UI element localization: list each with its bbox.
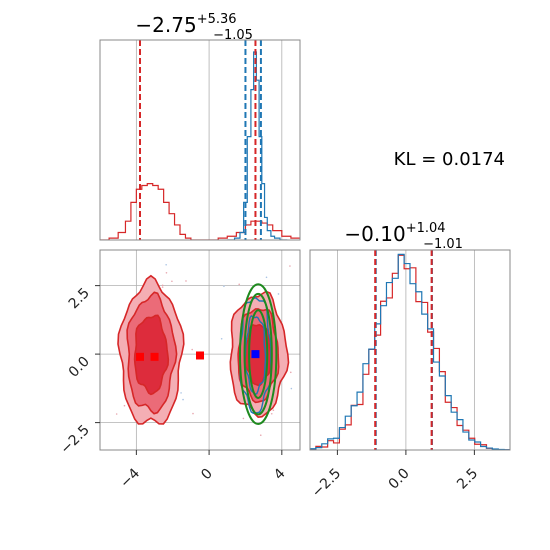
x-tick-label: −4 [117,465,143,491]
y-tick-label: 2.5 [66,285,93,312]
scatter-point [242,417,245,420]
scatter-point [238,283,240,286]
marginal-x-title-sup: +5.36 [197,12,237,27]
marginal-y-histograms [310,253,510,450]
marginal-y-title-main: −0.10 [344,222,405,246]
x-tick-label: 4 [271,465,289,483]
marginal-y-grid [336,250,475,450]
scatter-point [115,413,118,415]
scatter-point [165,263,167,266]
joint-frame [99,249,301,451]
scatter-point [161,286,164,288]
scatter-point [223,285,225,288]
scatter-point [123,404,126,407]
scatter-point [302,300,304,302]
marginal-x-panel: −2.75+5.36 −1.05 [99,12,301,241]
y-tick-label: −2.5 [57,422,92,457]
joint-panel: −4 0 4 2.5 0.0 −2.5 [57,249,304,491]
scatter-point [265,276,268,279]
scatter-point [270,412,273,415]
marginal-y-title: −0.10+1.04 −1.01 [344,221,462,252]
x-tick-label: 0.0 [386,466,413,493]
histogram-step-line [100,183,300,240]
histogram-step-line [310,254,510,450]
scatter-point [259,434,262,436]
x-tick-label: 2.5 [454,466,481,493]
scatter-point [290,387,293,390]
y-tick-label: 0.0 [66,354,93,381]
marginal-x-histograms [100,51,300,240]
marginal-x-frame [99,39,301,241]
scatter-point [180,392,182,394]
scatter-point [171,280,173,283]
green-ellipse [243,292,273,416]
scatter-point [192,412,194,415]
scatter-point [272,409,275,411]
scatter-point [289,371,292,374]
marginal-y-ticks: −2.5 0.0 2.5 [309,450,481,501]
histogram-step-line [227,51,288,240]
marginal-y-frame [309,249,511,451]
point-marker [196,351,204,360]
x-tick-label: −2.5 [309,466,344,501]
kl-annotation: KL = 0.0174 [394,149,505,170]
marginal-x-title-sub: −1.05 [213,28,253,43]
marginal-y-panel: −2.5 0.0 2.5 −0.10+1.04 −1.01 [309,221,511,501]
scatter-point [277,293,280,295]
marginal-y-title-sup: +1.04 [406,221,446,236]
point-marker [251,350,260,359]
scatter-point [191,348,193,351]
joint-green-ellipses [239,283,278,425]
scatter-point [161,284,164,287]
point-marker [136,352,144,361]
scatter-point [220,337,223,340]
marginal-x-title: −2.75+5.36 −1.05 [135,12,252,43]
scatter-point [165,271,168,274]
marginal-y-title-sub: −1.01 [423,237,463,252]
marginal-x-grid [135,40,283,240]
green-ellipse [248,309,269,399]
point-marker [150,352,159,361]
marginal-x-title-main: −2.75 [135,13,196,37]
marginal-y-quantile-lines [374,250,433,450]
scatter-point [185,280,187,282]
x-tick-label: 0 [198,466,216,484]
green-ellipse [239,283,278,425]
joint-markers [136,350,260,361]
scatter-point [289,265,291,267]
histogram-step-line [310,253,510,450]
scatter-point [182,398,184,401]
marginal-x-quantile-lines [139,40,262,240]
